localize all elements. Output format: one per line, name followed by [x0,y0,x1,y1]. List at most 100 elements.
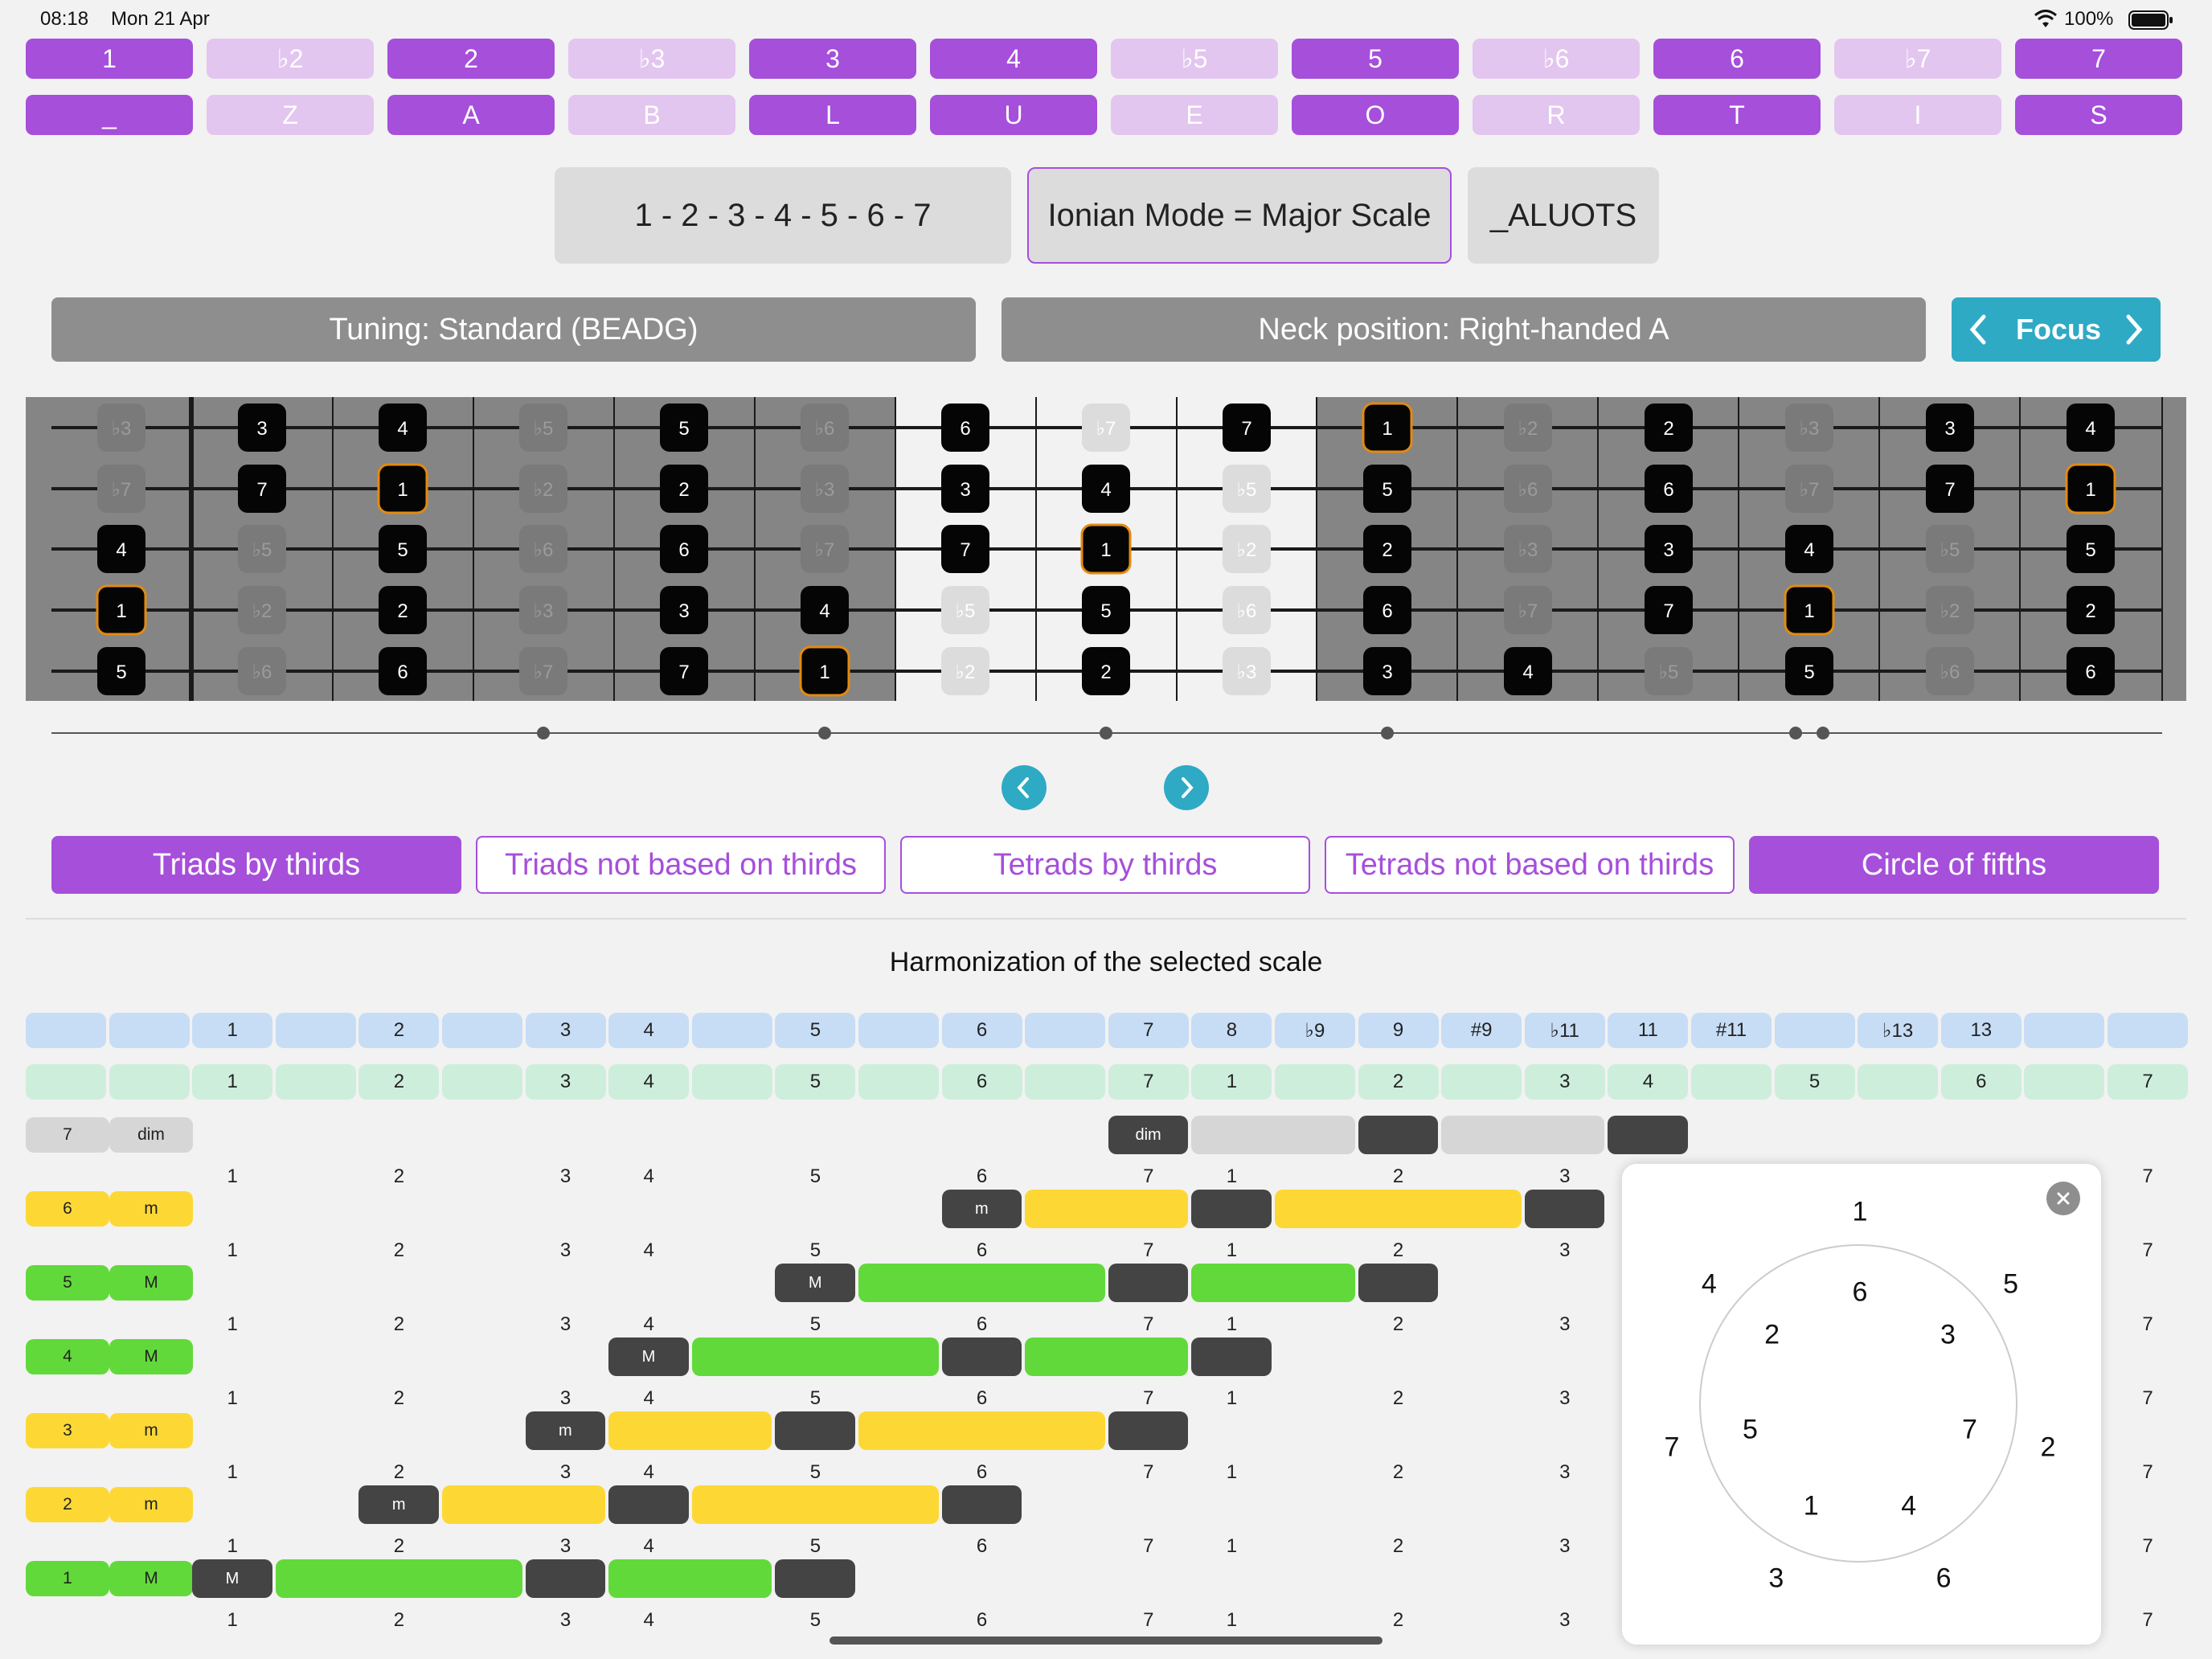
degree-letter-button[interactable]: L [749,95,916,135]
harmony-tab[interactable]: Circle of fifths [1749,836,2159,894]
degree-letter-button[interactable]: U [930,95,1097,135]
fret-note[interactable]: 7 [1645,586,1693,634]
fret-note[interactable]: 7 [1223,403,1271,452]
fret-note[interactable]: ♭5 [1645,647,1693,695]
degree-button[interactable]: 1 [26,39,193,79]
fret-note[interactable]: 7 [660,647,708,695]
focus-next-icon[interactable] [2124,312,2144,351]
degree-letter-button[interactable]: S [2015,95,2182,135]
fret-note[interactable]: ♭2 [1926,586,1974,634]
fret-note[interactable]: 5 [97,647,145,695]
chord-degree[interactable]: 3 [26,1413,109,1448]
fret-note[interactable]: 4 [1082,465,1130,513]
degree-button[interactable]: 4 [930,39,1097,79]
fret-note[interactable]: 6 [2067,647,2115,695]
chord-quality[interactable]: dim [109,1117,193,1153]
fret-note[interactable]: ♭5 [1926,525,1974,573]
position-prev-button[interactable] [1002,765,1047,810]
fret-note[interactable]: 6 [660,525,708,573]
fret-note[interactable]: 6 [1363,586,1411,634]
fret-note[interactable]: ♭6 [1223,586,1271,634]
degree-button[interactable]: 7 [2015,39,2182,79]
chord-quality[interactable]: M [109,1339,193,1374]
fret-note[interactable]: 3 [1363,647,1411,695]
degree-button[interactable]: ♭6 [1473,39,1640,79]
degree-button[interactable]: ♭7 [1834,39,2001,79]
fret-note[interactable]: ♭5 [1223,465,1271,513]
fret-note[interactable]: ♭3 [1785,403,1833,452]
mode-name-button[interactable]: Ionian Mode = Major Scale [1027,167,1452,264]
chord-quality[interactable]: M [109,1561,193,1596]
degree-button[interactable]: 6 [1653,39,1821,79]
fret-note[interactable]: 5 [2067,525,2115,573]
fret-note[interactable]: ♭2 [941,647,989,695]
fret-note[interactable]: 5 [1785,647,1833,695]
fret-note[interactable]: 4 [379,403,427,452]
focus-prev-icon[interactable] [1968,312,1989,351]
fret-note[interactable]: 5 [1082,586,1130,634]
fret-note[interactable]: ♭7 [1785,465,1833,513]
fret-note[interactable]: ♭7 [801,525,849,573]
fret-note[interactable]: 1 [96,584,147,636]
degree-letter-button[interactable]: _ [26,95,193,135]
fret-note[interactable]: 3 [1645,525,1693,573]
fret-note[interactable]: ♭6 [801,403,849,452]
chord-degree[interactable]: 4 [26,1339,109,1374]
fret-note[interactable]: 1 [1362,402,1413,453]
degree-letter-button[interactable]: A [387,95,555,135]
fret-note[interactable]: 5 [1363,465,1411,513]
fret-note[interactable]: ♭6 [238,647,286,695]
fretboard[interactable]: ♭3 3 4 ♭5 5 ♭6 6 ♭7 7 1 ♭2 2 ♭3 3 4♭7 7 1 ♭2 2 ♭3 3 4 ♭5 5 ♭6 6 ♭7… [0,0,2212,804]
degree-letter-button[interactable]: O [1292,95,1459,135]
fret-note[interactable]: ♭7 [97,465,145,513]
fret-note[interactable]: ♭2 [1223,525,1271,573]
fret-note[interactable]: ♭2 [1504,403,1552,452]
fret-note[interactable]: 2 [1645,403,1693,452]
fret-note[interactable]: ♭7 [1082,403,1130,452]
fret-note[interactable]: ♭5 [519,403,567,452]
degree-button[interactable]: ♭5 [1111,39,1278,79]
fret-note[interactable]: 1 [377,463,428,514]
fret-note[interactable]: 2 [1363,525,1411,573]
chord-degree[interactable]: 7 [26,1117,109,1153]
degree-letter-button[interactable]: E [1111,95,1278,135]
fret-note[interactable]: ♭3 [1504,525,1552,573]
degree-letter-button[interactable]: R [1473,95,1640,135]
fret-note[interactable]: 7 [1926,465,1974,513]
fret-note[interactable]: 2 [2067,586,2115,634]
fret-note[interactable]: ♭6 [1926,647,1974,695]
fret-note[interactable]: 3 [941,465,989,513]
harmony-tab[interactable]: Triads not based on thirds [476,836,886,894]
degree-letter-button[interactable]: T [1653,95,1821,135]
fret-note[interactable]: 5 [660,403,708,452]
fret-note[interactable]: ♭3 [519,586,567,634]
fret-note[interactable]: ♭7 [519,647,567,695]
degree-button[interactable]: ♭3 [568,39,735,79]
fret-note[interactable]: 4 [97,525,145,573]
fret-note[interactable]: ♭3 [801,465,849,513]
fret-note[interactable]: 7 [941,525,989,573]
harmony-tab[interactable]: Tetrads not based on thirds [1325,836,1735,894]
fret-note[interactable]: ♭5 [941,586,989,634]
fret-note[interactable]: ♭5 [238,525,286,573]
degree-button[interactable]: 3 [749,39,916,79]
harmony-tab[interactable]: Triads by thirds [51,836,461,894]
degree-button[interactable]: 2 [387,39,555,79]
chord-quality[interactable]: m [109,1487,193,1522]
fret-note[interactable]: 2 [379,586,427,634]
position-next-button[interactable] [1164,765,1209,810]
fret-note[interactable]: 6 [379,647,427,695]
fret-note[interactable]: 1 [799,645,850,697]
harmony-tab[interactable]: Tetrads by thirds [900,836,1310,894]
fret-note[interactable]: 3 [660,586,708,634]
chord-degree[interactable]: 2 [26,1487,109,1522]
fret-note[interactable]: 1 [2065,463,2116,514]
fret-note[interactable]: 5 [379,525,427,573]
fret-note[interactable]: ♭3 [1223,647,1271,695]
neck-position-button[interactable]: Neck position: Right-handed A [1002,297,1926,362]
fret-note[interactable]: 2 [660,465,708,513]
chord-quality[interactable]: m [109,1413,193,1448]
chord-quality[interactable]: m [109,1191,193,1227]
fret-note[interactable]: 2 [1082,647,1130,695]
fret-note[interactable]: 7 [238,465,286,513]
